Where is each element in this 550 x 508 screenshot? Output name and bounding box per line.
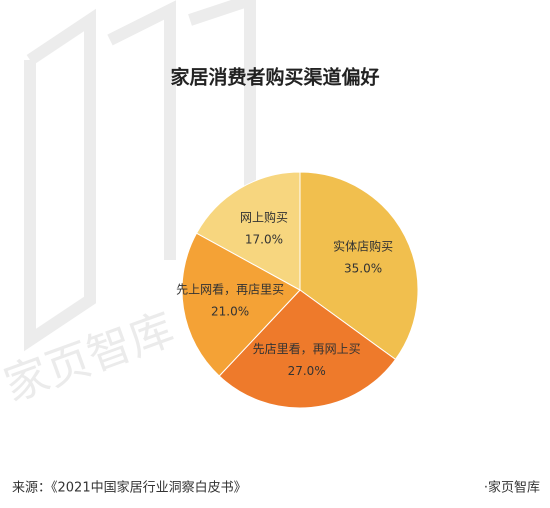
watermark-shape [24, 0, 256, 352]
brand: ·家页智库 [484, 480, 540, 496]
value-label: 35.0% [344, 261, 382, 275]
pie-slice [181, 232, 301, 377]
value-label: 21.0% [211, 305, 249, 319]
slice-label: 先店里看，再网上买 [253, 342, 361, 356]
value-label: 27.0% [288, 364, 326, 378]
chart-title: 家居消费者购买渠道偏好 [170, 66, 379, 89]
slice-label: 实体店购买 [333, 238, 393, 253]
value-label: 17.0% [245, 233, 283, 247]
pie-slice [299, 171, 419, 361]
slice-label: 先上网看，再店里买 [176, 283, 284, 297]
slice-label: 网上购买 [240, 210, 288, 225]
pie-slice [218, 289, 397, 409]
source: 来源：《2021中国家居行业洞察白皮书》 [12, 480, 247, 496]
pie-slice [195, 171, 301, 291]
